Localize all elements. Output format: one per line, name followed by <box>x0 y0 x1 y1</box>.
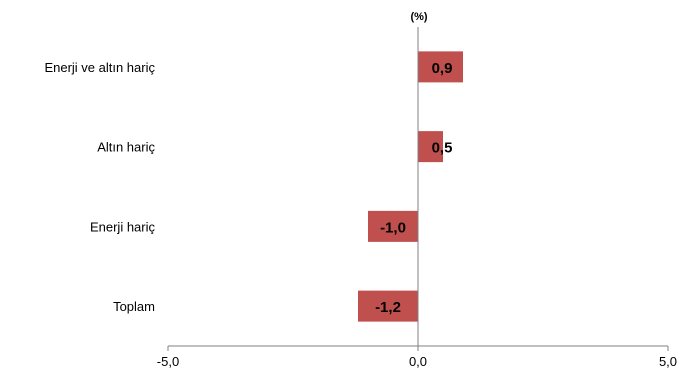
value-label-1: 0,5 <box>432 140 453 157</box>
x-tick-label-2: 5,0 <box>659 354 677 369</box>
value-label-2: -1,0 <box>380 219 406 236</box>
category-labels-group: Enerji ve altın hariç Altın hariç Enerji h… <box>44 60 155 314</box>
value-label-3: -1,2 <box>375 299 401 316</box>
x-tick-label-1: 0,0 <box>409 354 427 369</box>
unit-label: (%) <box>410 11 427 23</box>
category-label-3: Toplam <box>113 299 155 314</box>
bar-3 <box>358 290 418 322</box>
x-tick-label-0: -5,0 <box>157 354 179 369</box>
bar-0 <box>418 51 463 83</box>
category-label-2: Enerji hariç <box>90 219 156 234</box>
bar-1 <box>418 131 443 163</box>
x-ticks-group: -5,0 0,0 5,0 <box>157 346 677 369</box>
value-labels-group: 0,9 0,5 -1,0 -1,2 <box>375 60 452 316</box>
bars-group <box>358 51 463 322</box>
category-label-1: Altın hariç <box>97 140 155 155</box>
value-label-0: 0,9 <box>432 60 453 77</box>
bar-2 <box>368 210 418 242</box>
category-label-0: Enerji ve altın hariç <box>44 60 155 75</box>
